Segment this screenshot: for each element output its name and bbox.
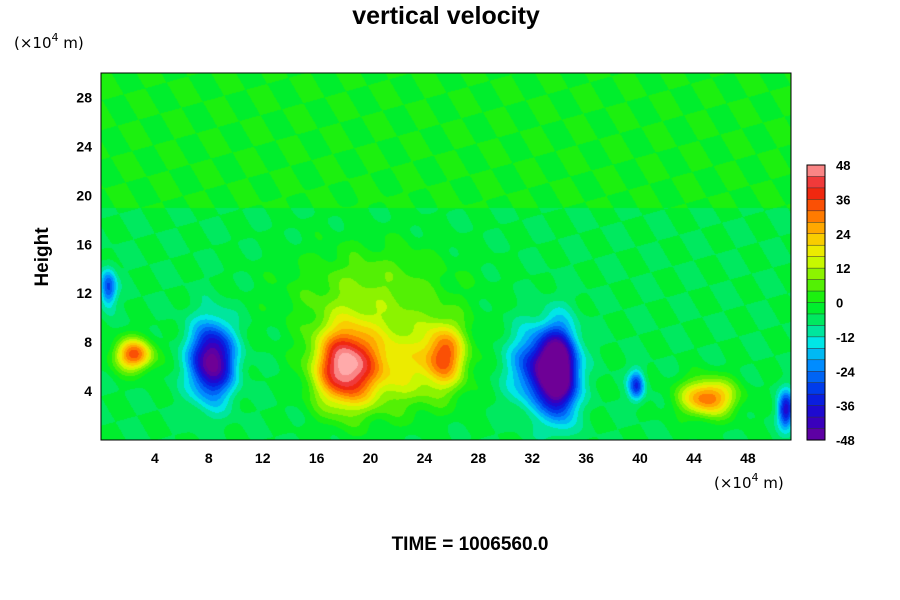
colorbar-band (806, 210, 826, 223)
y-tick-label: 28 (76, 89, 92, 105)
colorbar-band (806, 428, 826, 441)
colorbar-tick-label: 24 (836, 227, 851, 242)
colorbar (806, 164, 826, 441)
x-tick-label: 28 (471, 450, 487, 466)
y-unit-prefix: (×10 (14, 34, 52, 52)
colorbar-band (806, 382, 826, 395)
colorbar-band (806, 325, 826, 338)
colorbar-band (806, 267, 826, 281)
colorbar-band (806, 199, 826, 212)
y-tick-label: 8 (84, 334, 92, 350)
x-tick-label: 12 (255, 450, 271, 466)
x-unit-suffix: m) (759, 474, 784, 492)
x-axis-unit: (×104 m) (714, 471, 784, 492)
y-tick-label: 16 (76, 236, 92, 252)
colorbar-tick-label: -24 (836, 364, 856, 379)
colorbar-band (806, 348, 826, 361)
y-unit-suffix: m) (59, 34, 84, 52)
colorbar-band (806, 393, 826, 407)
colorbar-frame (806, 164, 826, 441)
x-tick-label: 24 (417, 450, 433, 466)
chart-title: vertical velocity (352, 2, 540, 30)
plot-frame (100, 72, 792, 441)
x-tick-label: 32 (524, 450, 540, 466)
y-tick-label: 20 (76, 187, 92, 203)
colorbar-band (806, 405, 826, 418)
y-tick-labels: 4 8 12 16 20 24 28 (76, 89, 92, 399)
x-unit-prefix: (×10 (714, 474, 752, 492)
x-tick-label: 8 (205, 450, 213, 466)
colorbar-band (806, 233, 826, 246)
y-tick-label: 4 (84, 383, 92, 399)
colorbar-band (806, 290, 826, 304)
colorbar-tick-label: 36 (836, 192, 850, 207)
x-tick-label: 36 (578, 450, 594, 466)
colorbar-band (806, 336, 826, 349)
plot-area (100, 72, 792, 441)
colorbar-band (806, 279, 826, 292)
colorbar-tick-label: -36 (836, 399, 855, 414)
colorbar-band (806, 187, 826, 200)
x-tick-label: 44 (686, 450, 702, 466)
colorbar-tick-label: 0 (836, 296, 843, 311)
x-tick-label: 4 (151, 450, 159, 466)
colorbar-band (806, 256, 826, 269)
colorbar-band (806, 176, 826, 189)
time-label: TIME = 1006560.0 (392, 534, 549, 555)
colorbar-band (806, 222, 826, 235)
colorbar-tick-label: -48 (836, 433, 855, 448)
x-tick-labels: 4 8 12 16 20 24 28 32 36 40 44 48 (151, 450, 756, 466)
colorbar-band (806, 416, 826, 430)
y-tick-label: 12 (76, 285, 92, 301)
x-tick-label: 40 (632, 450, 648, 466)
colorbar-band (806, 313, 826, 326)
colorbar-tick-label: 48 (836, 158, 850, 173)
colorbar-band (806, 371, 826, 384)
colorbar-band (806, 302, 826, 315)
x-unit-exp: 4 (752, 471, 759, 484)
heatmap-field (101, 73, 791, 440)
y-axis-unit: (×104 m) (14, 31, 84, 52)
x-tick-label: 16 (309, 450, 325, 466)
colorbar-band (806, 359, 826, 372)
colorbar-tick-label: -12 (836, 330, 855, 345)
y-unit-exp: 4 (52, 31, 59, 44)
colorbar-tick-labels: 48 36 24 12 0 -12 -24 -36 -48 (836, 158, 856, 448)
colorbar-tick-label: 12 (836, 261, 850, 276)
y-axis-label: Height (32, 227, 53, 287)
colorbar-band (806, 244, 826, 258)
x-tick-label: 20 (363, 450, 379, 466)
colorbar-band (806, 164, 826, 178)
y-tick-label: 24 (76, 138, 92, 154)
x-tick-label: 48 (740, 450, 756, 466)
